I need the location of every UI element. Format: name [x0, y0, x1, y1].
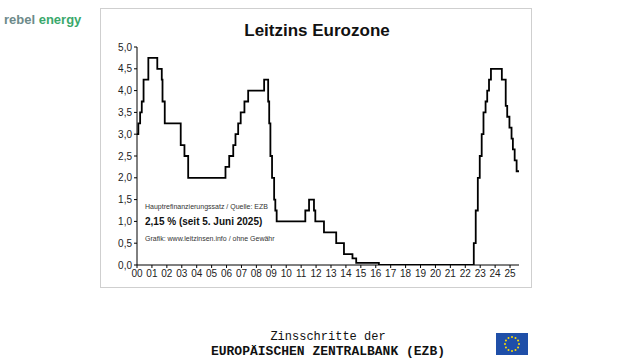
- svg-text:2,5: 2,5: [118, 151, 132, 162]
- html-text:Hauptrefinanzierungssatz / Que: Hauptrefinanzierungssatz / Quelle: EZB: [145, 203, 268, 210]
- svg-text:4,0: 4,0: [118, 85, 132, 96]
- svg-text:16: 16: [370, 268, 382, 279]
- svg-text:0,0: 0,0: [118, 260, 132, 271]
- svg-text:0,5: 0,5: [118, 238, 132, 249]
- svg-text:2,0: 2,0: [118, 172, 132, 183]
- svg-text:05: 05: [206, 268, 218, 279]
- svg-text:01: 01: [146, 268, 158, 279]
- svg-text:14: 14: [340, 268, 352, 279]
- svg-text:06: 06: [221, 268, 233, 279]
- svg-text:22: 22: [460, 268, 472, 279]
- svg-text:04: 04: [191, 268, 203, 279]
- svg-text:1,5: 1,5: [118, 194, 132, 205]
- html-text:EUROPÄISCHEN ZENTRALBANK (EZB): EUROPÄISCHEN ZENTRALBANK (EZB): [211, 344, 445, 359]
- svg-text:10: 10: [281, 268, 293, 279]
- svg-text:08: 08: [251, 268, 263, 279]
- svg-text:03: 03: [176, 268, 188, 279]
- html-text:rebel energy: rebel energy: [4, 12, 82, 27]
- svg-text:09: 09: [266, 268, 278, 279]
- svg-text:00: 00: [131, 268, 143, 279]
- svg-text:15: 15: [355, 268, 367, 279]
- svg-text:4,5: 4,5: [118, 63, 132, 74]
- svg-text:3,0: 3,0: [118, 129, 132, 140]
- svg-text:20: 20: [430, 268, 442, 279]
- svg-text:5,0: 5,0: [118, 42, 132, 53]
- svg-text:02: 02: [161, 268, 173, 279]
- svg-text:12: 12: [311, 268, 323, 279]
- svg-text:18: 18: [400, 268, 412, 279]
- html-text:Zinsschritte der: Zinsschritte der: [270, 330, 386, 344]
- html-text:Leitzins Eurozone: Leitzins Eurozone: [244, 21, 390, 40]
- svg-text:24: 24: [490, 268, 502, 279]
- svg-text:1,0: 1,0: [118, 216, 132, 227]
- svg-text:13: 13: [325, 268, 337, 279]
- svg-text:23: 23: [475, 268, 487, 279]
- svg-text:3,5: 3,5: [118, 107, 132, 118]
- svg-text:07: 07: [236, 268, 248, 279]
- html-text:Grafik: www.leitzinsen.info /: Grafik: www.leitzinsen.info / ohne Gewäh…: [145, 235, 275, 242]
- svg-text:21: 21: [445, 268, 457, 279]
- html-text:2,15 % (seit 5. Juni 2025): 2,15 % (seit 5. Juni 2025): [145, 216, 263, 227]
- svg-text:25: 25: [504, 268, 516, 279]
- svg-text:17: 17: [385, 268, 397, 279]
- svg-text:19: 19: [415, 268, 427, 279]
- svg-text:11: 11: [296, 268, 307, 279]
